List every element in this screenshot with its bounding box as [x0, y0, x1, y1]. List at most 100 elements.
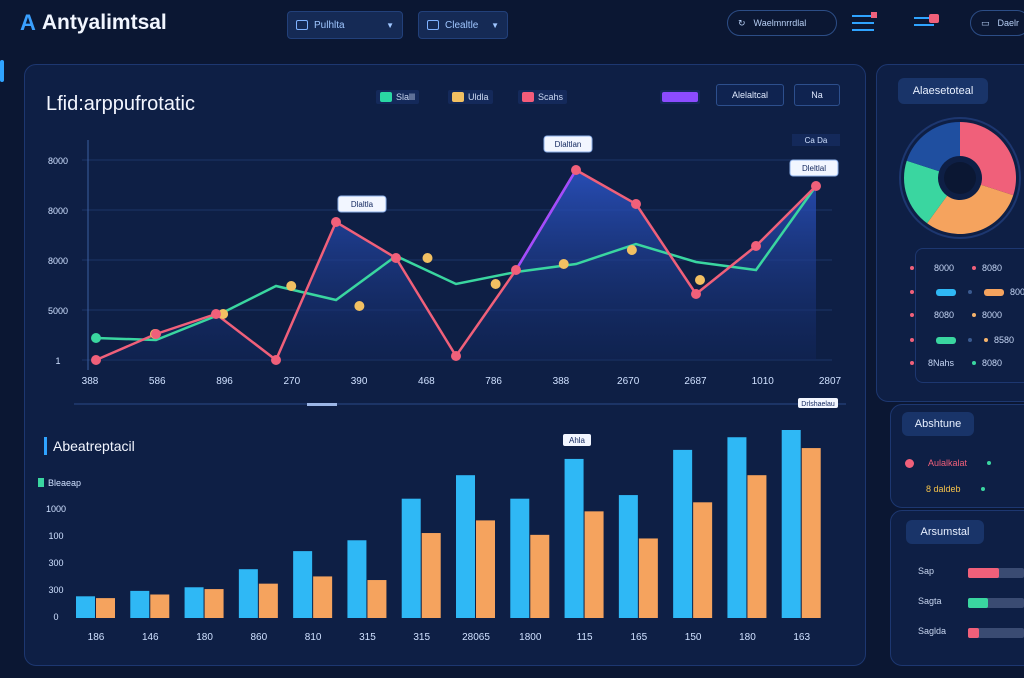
range-button[interactable]: Na [794, 84, 840, 106]
x-tick-label: 388 [553, 376, 570, 387]
stat-row-1: 8000 8080 [910, 262, 1002, 274]
bar-blue [184, 587, 204, 618]
annotation-box [543, 135, 593, 153]
donut-slice [960, 122, 1016, 196]
filter-dropdown[interactable]: Clealtle ▼ [418, 11, 508, 39]
stats-card [915, 248, 1024, 383]
data-point-pink [631, 199, 641, 209]
filter-dropdown-label: Clealtle [445, 19, 479, 31]
main-panel [24, 64, 866, 666]
progress-fill [968, 568, 999, 578]
account-pill-label: Daelr [997, 18, 1020, 28]
x-tick-label: 150 [685, 632, 702, 643]
x-tick-label: 2807 [819, 376, 842, 387]
bar-orange [693, 502, 713, 618]
account-pill[interactable]: ▭ Daelr [970, 10, 1024, 36]
refresh-icon: ↻ [738, 17, 746, 28]
stat-value: 8580 [994, 335, 1015, 345]
stat-value: 8080 [982, 263, 1003, 273]
bar-annotation-box [798, 398, 838, 408]
bar-chart-title-text: Abeatreptacil [53, 438, 135, 454]
y-tick-label: 8000 [48, 256, 68, 266]
y-tick-label: 8000 [48, 206, 68, 216]
search-pill[interactable]: ↻ Waelmnrrdlal [727, 10, 837, 36]
bar-chart-title: Abeatreptacil [44, 437, 135, 455]
bar-orange [801, 448, 821, 618]
y-tick-label: 300 [48, 558, 63, 568]
stat-dot [968, 290, 972, 294]
legend-swatch [380, 92, 392, 102]
bar-legend-label: Bleaeap [48, 478, 81, 488]
x-tick-label: 2687 [684, 376, 707, 387]
donut-slice [904, 160, 948, 224]
summary-title: Alaesetoteal [898, 78, 988, 104]
bar-blue [618, 495, 638, 618]
stat-dot [910, 361, 914, 365]
bar-orange [367, 580, 387, 618]
data-point-pink [91, 355, 101, 365]
area-fill [96, 170, 816, 360]
bar-blue [401, 498, 421, 618]
data-point-green [91, 333, 101, 343]
stat-value: 8000 [1010, 287, 1024, 297]
x-tick-label: 146 [142, 632, 159, 643]
period-dropdown[interactable]: Pulhlta ▼ [287, 11, 403, 39]
legend-swatch [522, 92, 534, 102]
stat-dot [972, 313, 976, 317]
bar-annotation-box [563, 434, 591, 446]
data-point-pink [751, 241, 761, 251]
bar-blue [564, 458, 584, 618]
data-point-pink [331, 217, 341, 227]
bar-blue [781, 430, 801, 618]
donut-chart [899, 117, 1021, 239]
annotation-box [337, 195, 387, 213]
chevron-down-icon: ▼ [491, 20, 499, 30]
legend-label: Scahs [538, 92, 564, 102]
stat-dot [972, 266, 976, 270]
data-point-pink [271, 355, 281, 365]
data-point-yellow [626, 245, 637, 255]
app-title: Antyalimtsal [41, 11, 167, 34]
analytics-button[interactable]: Alelaltcal [716, 84, 784, 106]
legend-item-4[interactable] [660, 90, 700, 104]
x-tick-label: 115 [577, 632, 593, 643]
bar-orange [476, 520, 495, 618]
annotation-label: Dlaltla [351, 200, 374, 209]
bar-blue [510, 498, 530, 618]
stat-row-5: 8Nahs 8080 [910, 357, 1002, 369]
stat-dot [968, 338, 972, 342]
bar-orange [530, 534, 550, 618]
bar-orange [258, 583, 278, 618]
x-tick-label: 165 [631, 632, 648, 643]
status-dot [980, 487, 985, 491]
legend-swatch [452, 92, 464, 102]
notification-icon[interactable] [912, 12, 940, 34]
alert-row-1[interactable]: Aulalkalat [905, 457, 992, 469]
x-tick-label: 2670 [617, 376, 640, 387]
calendar-icon [296, 20, 308, 30]
corner-label: Ca Da [805, 136, 828, 145]
donut-slice [927, 184, 1014, 234]
progress-label: Sap [918, 566, 935, 576]
app-logo[interactable]: A Antyalimtsal [20, 10, 167, 36]
menu-icon[interactable] [850, 12, 878, 34]
legend-item-2[interactable]: Uldla [448, 90, 493, 104]
data-point-yellow [286, 281, 297, 291]
stat-row-2: 8000 [910, 286, 1024, 298]
alert-row-2[interactable]: 8 daldeb [918, 483, 985, 495]
data-point-pink [391, 253, 401, 263]
stat-dot [972, 361, 976, 365]
legend-item-3[interactable]: Scahs [518, 90, 568, 104]
legend-label: Uldla [468, 92, 489, 102]
bar-orange [150, 594, 170, 618]
x-tick-label: 1800 [519, 632, 542, 643]
bar-blue [727, 437, 747, 618]
legend-item-1[interactable]: Slalll [376, 90, 420, 104]
bar-orange [747, 475, 767, 618]
stat-bar [936, 288, 956, 296]
x-tick-label: 1010 [752, 376, 775, 387]
bar-annotation-label: Drlshaelau [801, 401, 835, 408]
data-point-yellow [558, 259, 569, 269]
legend-label: Slalll [396, 92, 416, 102]
